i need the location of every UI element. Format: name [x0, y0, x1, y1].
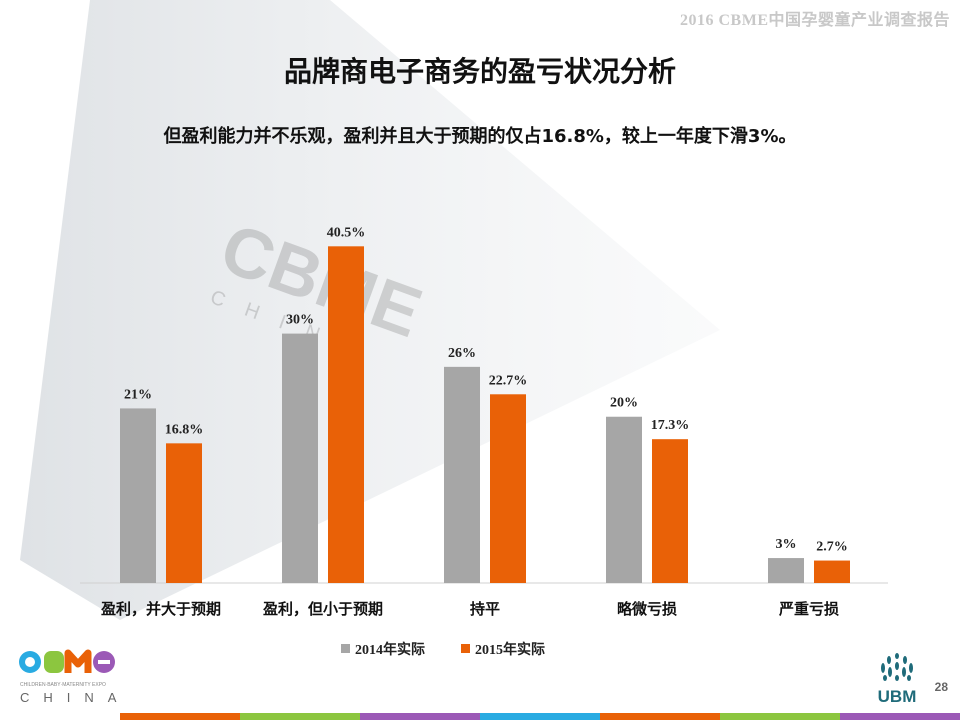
bottom-bar-segment: [480, 713, 600, 720]
cbme-china-text: CHINA: [20, 690, 128, 705]
bottom-bar-segment: [840, 713, 960, 720]
data-label: 3%: [776, 537, 797, 552]
bar-series1-cat5: [768, 558, 804, 583]
category-label: 盈利，但小于预期: [262, 600, 383, 618]
bar-series2-cat4: [652, 439, 688, 583]
bottom-bar-segment: [120, 713, 240, 720]
data-label: 20%: [610, 396, 638, 411]
bar-series1-cat3: [444, 366, 480, 583]
data-label: 22.7%: [489, 373, 528, 388]
bar-series2-cat3: [490, 394, 526, 583]
bottom-bar-segment: [720, 713, 840, 720]
data-label: 16.8%: [165, 422, 204, 437]
bottom-bar-segment: [600, 713, 720, 720]
data-label: 40.5%: [327, 225, 366, 240]
category-label: 持平: [470, 600, 500, 618]
report-header-title: 2016 CBME中国孕婴童产业调查报告: [679, 12, 950, 29]
legend: 2014年实际 2015年实际: [341, 641, 545, 658]
cbme-tagline: CHILDREN·BABY·MATERNITY EXPO: [20, 682, 106, 688]
ubm-text: UBM: [878, 687, 917, 706]
page-title: 品牌商电子商务的盈亏状况分析: [283, 55, 676, 88]
category-label: 严重亏损: [778, 600, 839, 618]
bar-series2-cat2: [328, 246, 364, 584]
cbme-logo: CHILDREN·BABY·MATERNITY EXPO CHINA: [18, 646, 128, 706]
category-label: 盈利，并大于预期: [100, 600, 221, 618]
ubm-logo: UBM: [866, 646, 928, 708]
bar-series2-cat5: [814, 560, 850, 583]
legend-label: 2014年实际: [355, 641, 425, 658]
category-label: 略微亏损: [617, 600, 677, 618]
data-label: 21%: [124, 387, 152, 402]
bar-series1-cat1: [120, 408, 156, 583]
bar-series1-cat4: [606, 416, 642, 583]
legend-label: 2015年实际: [475, 641, 545, 658]
page-subtitle: 但盈利能力并不乐观，盈利并且大于预期的仅占16.8%，较上一年度下滑3%。: [163, 126, 797, 147]
legend-swatch: [461, 644, 470, 653]
data-label: 17.3%: [651, 418, 690, 433]
bottom-bar-segment: [240, 713, 360, 720]
page-number: 28: [934, 680, 948, 694]
legend-swatch: [341, 644, 350, 653]
bottom-bar-segment: [360, 713, 480, 720]
data-label: 2.7%: [816, 540, 848, 555]
data-label: 26%: [448, 346, 476, 361]
bar-series1-cat2: [282, 333, 318, 583]
bar-series2-cat1: [166, 443, 202, 583]
bottom-color-bar: [120, 713, 960, 720]
data-label: 30%: [286, 313, 314, 328]
